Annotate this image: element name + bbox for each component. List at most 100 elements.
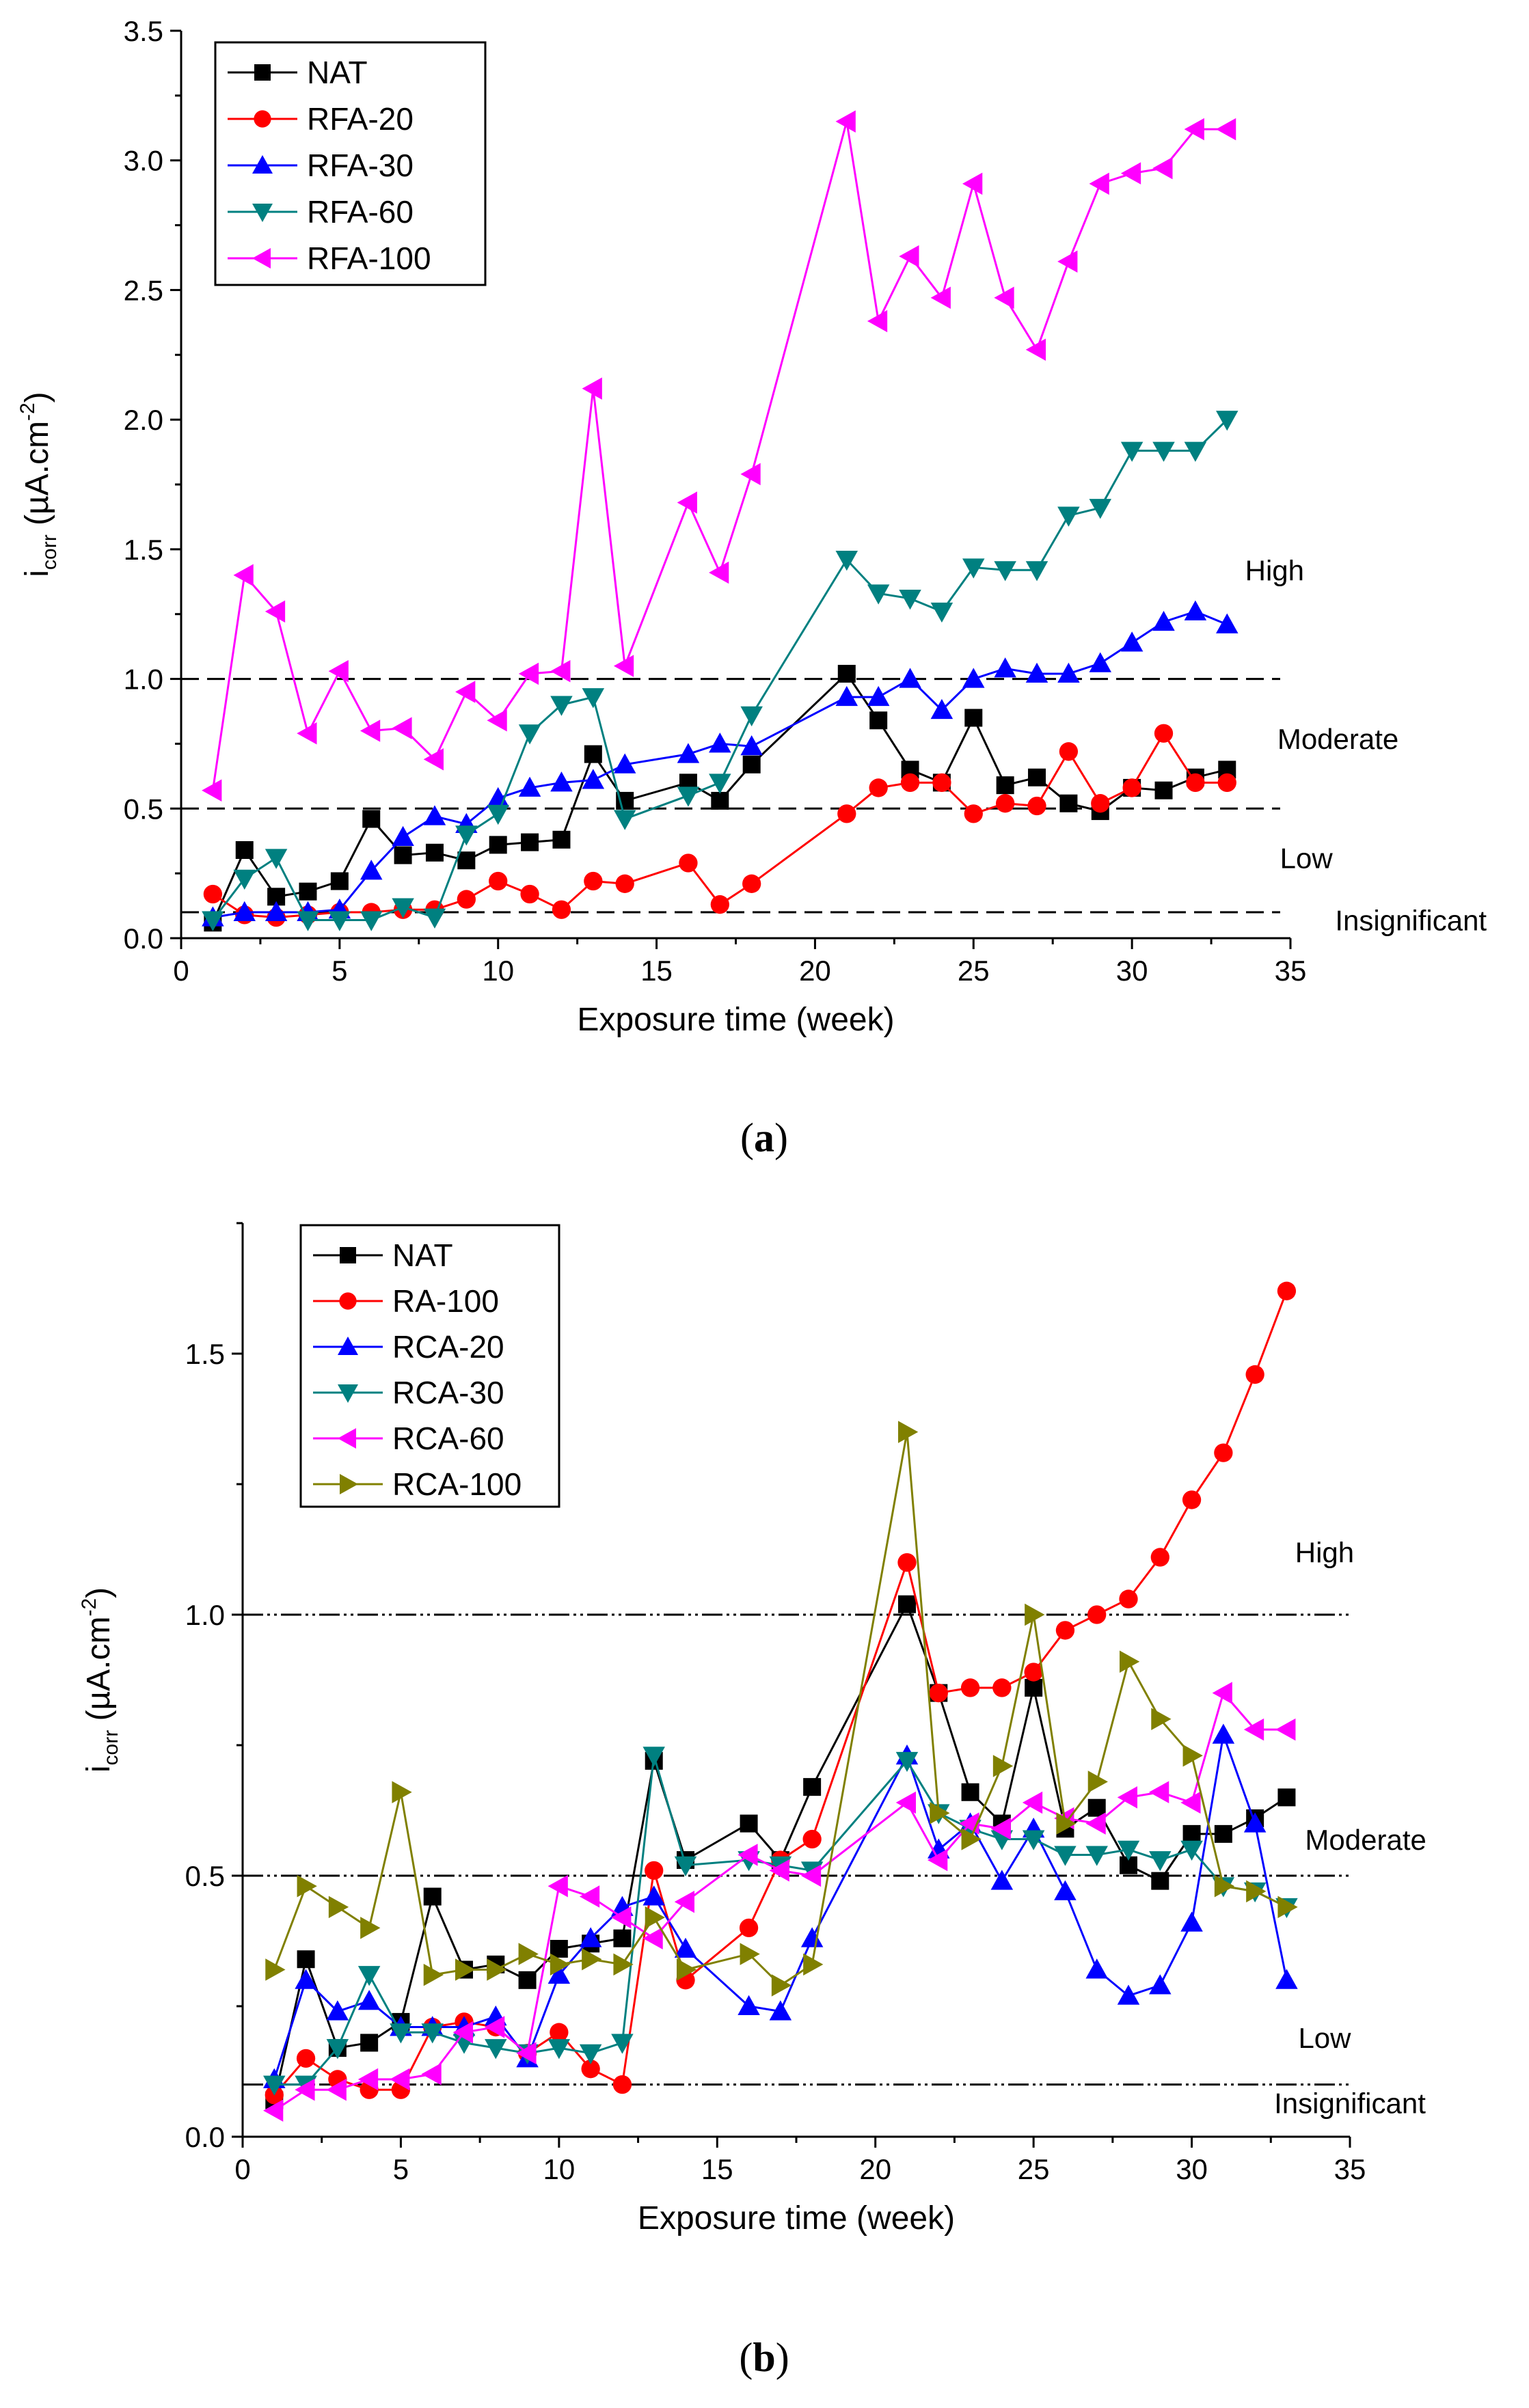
panel-a-data-point-rfa-20 — [1091, 794, 1110, 813]
panel-b-data-point-rca-60 — [1149, 1781, 1169, 1804]
panel-b-data-point-nat — [961, 1783, 979, 1801]
panel-a-data-point-rfa-100 — [582, 377, 602, 400]
panel-b-data-point-rca-30 — [1022, 1830, 1045, 1850]
panel-b-x-tick-label: 35 — [1334, 2153, 1366, 2185]
panel-a-data-point-rfa-20 — [837, 804, 856, 823]
panel-b-data-point-ra-100 — [1087, 1605, 1107, 1624]
panel-b-x-tick-label: 15 — [701, 2153, 733, 2185]
panel-b-data-point-rca-30 — [1117, 1840, 1140, 1861]
panel-b-data-point-rca-100 — [1246, 1880, 1267, 1903]
panel-a-x-tick-label: 15 — [640, 955, 673, 987]
panel-a-data-point-rfa-30 — [899, 668, 921, 688]
panel-a-x-tick-label: 10 — [482, 955, 514, 987]
panel-a-y-tick-label: 3.0 — [124, 145, 163, 177]
panel-b-data-point-rca-20 — [1275, 1969, 1298, 1989]
panel-b-data-point-rca-100 — [518, 1943, 539, 1965]
panel-b-data-point-rca-100 — [992, 1755, 1014, 1777]
panel-b-legend-box — [299, 1224, 560, 1508]
panel-a-y-tick-label: 2.5 — [124, 274, 163, 306]
panel-b-data-point-rca-100 — [1277, 1896, 1298, 1919]
panel-a-data-point-rfa-60 — [423, 908, 446, 929]
panel-a-data-point-rfa-30 — [360, 860, 383, 880]
panel-a-data-point-rfa-30 — [1184, 600, 1207, 620]
panel-b-data-point-ra-100 — [1182, 1490, 1202, 1509]
panel-a-data-point-rfa-60 — [455, 825, 478, 846]
panel-b-x-tick-label: 5 — [393, 2153, 409, 2185]
panel-b-y-tick-label: 1.5 — [185, 1338, 225, 1370]
panel-a-legend-marker-nat — [254, 64, 271, 81]
panel-a-data-point-rfa-20 — [1059, 742, 1079, 761]
panel-b-data-point-rca-20 — [1243, 1812, 1267, 1833]
panel-a-data-point-rfa-30 — [740, 735, 763, 756]
panel-b-data-point-rca-60 — [326, 2078, 347, 2101]
panel-a-data-point-rfa-30 — [1057, 662, 1080, 683]
panel-a-data-point-rfa-30 — [1025, 662, 1048, 683]
panel-b-data-point-nat — [550, 1939, 568, 1958]
panel-b-data-point-rca-20 — [1180, 1911, 1203, 1932]
panel-a-data-point-rfa-100 — [455, 681, 476, 703]
panel-a-data-point-rfa-30 — [518, 776, 541, 797]
panel-a-y-tick-label: 1.5 — [124, 534, 163, 566]
panel-a-data-point-nat — [964, 709, 983, 727]
panel-a-data-point-rfa-100 — [297, 722, 317, 745]
panel-b-zone-label-high: High — [1295, 1537, 1354, 1569]
panel-a-data-point-rfa-20 — [615, 874, 634, 893]
panel-b-data-point-rca-20 — [642, 1885, 665, 1906]
panel-b-data-point-ra-100 — [1245, 1365, 1264, 1384]
panel-b-data-point-ra-100 — [897, 1552, 917, 1572]
panel-a-data-point-rfa-30 — [677, 743, 700, 763]
panel-a-data-point-rfa-100 — [1089, 172, 1109, 195]
panel-a-data-point-rfa-60 — [899, 589, 921, 610]
panel-a-data-point-rfa-60 — [1025, 561, 1048, 582]
panel-a-data-point-rfa-60 — [1120, 441, 1144, 462]
panel-b-data-point-rca-100 — [771, 1974, 792, 1997]
panel-b-data-point-ra-100 — [296, 2049, 316, 2068]
panel-a-data-point-rfa-100 — [1057, 250, 1078, 273]
panel-a-data-point-rfa-60 — [1089, 499, 1112, 519]
panel-a-data-point-rfa-20 — [457, 890, 476, 909]
panel-a-data-point-nat — [869, 711, 888, 730]
panel-b-data-point-nat — [1151, 1872, 1169, 1890]
panel-a-data-point-rfa-20 — [520, 884, 539, 904]
panel-a-data-point-rfa-100 — [709, 561, 729, 584]
panel-b-data-point-rca-100 — [455, 1958, 476, 1981]
panel-a-data-point-rfa-100 — [328, 659, 349, 683]
panel-b-legend-marker-rca-60 — [338, 1428, 356, 1449]
panel-a-y-tick-label: 2.0 — [124, 404, 163, 436]
panel-b-data-point-rca-30 — [326, 2039, 349, 2060]
panel-b-data-point-rca-60 — [738, 1844, 758, 1866]
panel-a-data-point-rfa-20 — [932, 773, 951, 792]
panel-b-data-point-rca-30 — [390, 2023, 412, 2044]
panel-a-data-point-rfa-30 — [1089, 652, 1112, 672]
panel-b-data-point-rca-60 — [1180, 1791, 1201, 1814]
panel-a-data-point-rfa-60 — [867, 584, 890, 605]
panel-a-data-point-rfa-100 — [265, 600, 286, 623]
panel-a-legend-label-nat: NAT — [307, 55, 368, 90]
panel-a-data-point-nat — [1154, 781, 1173, 799]
panel-b-data-point-rca-100 — [1182, 1745, 1203, 1767]
panel-b-x-tick-label: 25 — [1018, 2153, 1050, 2185]
panel-b-data-point-rca-30 — [421, 2023, 444, 2044]
panel-a-data-point-rfa-20 — [1154, 724, 1174, 743]
panel-a-data-point-nat — [711, 791, 729, 810]
panel-b-legend-label-rca-60: RCA-60 — [392, 1421, 504, 1456]
panel-a-data-point-nat — [457, 851, 476, 870]
panel-b-data-point-rca-100 — [265, 1958, 286, 1981]
panel-a-data-point-rfa-100 — [550, 659, 571, 683]
panel-b-data-point-ra-100 — [645, 1861, 664, 1880]
panel-a-data-point-rfa-100 — [1152, 156, 1173, 180]
panel-a-legend-label-rfa-30: RFA-30 — [307, 148, 414, 183]
panel-b-data-point-ra-100 — [929, 1683, 948, 1703]
panel-b-data-point-rca-60 — [928, 1848, 948, 1872]
panel-a-data-point-rfa-20 — [1186, 773, 1205, 792]
panel-b-data-point-nat — [1214, 1824, 1232, 1843]
panel-a-series-line-rfa-60 — [212, 419, 1228, 921]
panel-b-data-point-rca-30 — [547, 2039, 571, 2060]
panel-a-data-point-rfa-60 — [487, 804, 509, 825]
panel-b-data-point-nat — [1182, 1824, 1201, 1843]
panel-b-data-point-rca-100 — [550, 1953, 571, 1976]
panel-b-data-point-ra-100 — [1150, 1548, 1169, 1567]
panel-b-legend-label-rca-30: RCA-30 — [392, 1375, 504, 1410]
panel-b-zone-label-insignificant: Insignificant — [1274, 2088, 1426, 2120]
